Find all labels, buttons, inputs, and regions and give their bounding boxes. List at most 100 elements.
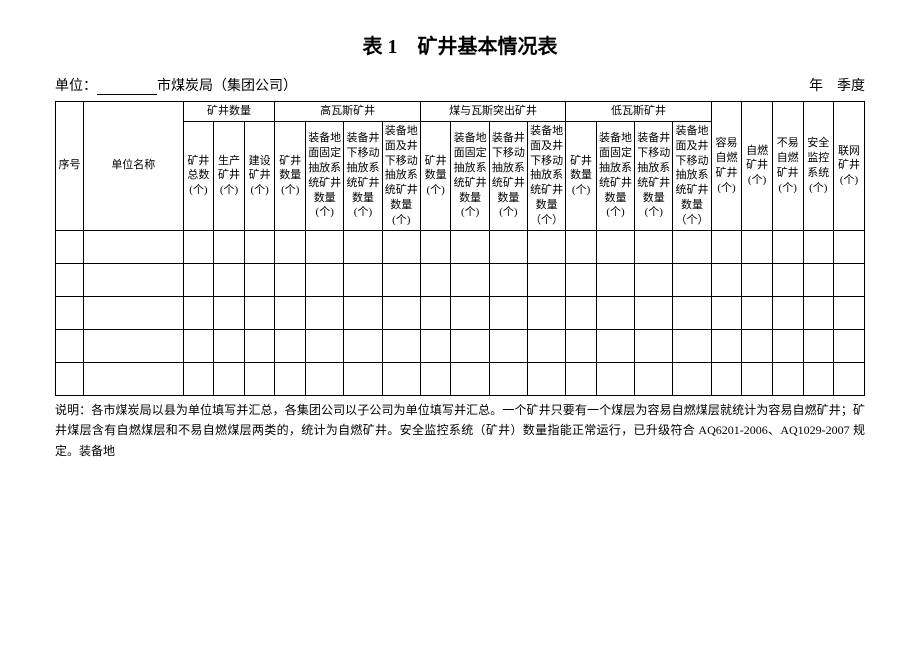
table-cell bbox=[834, 230, 865, 263]
table-cell bbox=[742, 230, 773, 263]
table-cell bbox=[275, 296, 306, 329]
table-cell bbox=[344, 263, 382, 296]
table-cell bbox=[635, 263, 673, 296]
table-cell bbox=[834, 329, 865, 362]
th-grp-outburst: 煤与瓦斯突出矿井 bbox=[420, 102, 565, 122]
unit-blank bbox=[97, 94, 157, 95]
table-cell bbox=[803, 296, 834, 329]
table-cell bbox=[382, 362, 420, 395]
th-count-prod: 生产矿井(个) bbox=[214, 121, 245, 230]
table-cell bbox=[566, 230, 597, 263]
th-lg-undermove: 装备井下移动抽放系统矿井数量(个) bbox=[635, 121, 673, 230]
table-row bbox=[56, 263, 865, 296]
table-cell bbox=[489, 296, 527, 329]
table-cell bbox=[344, 362, 382, 395]
table-cell bbox=[528, 296, 566, 329]
table-cell bbox=[635, 230, 673, 263]
table-cell bbox=[183, 263, 214, 296]
table-cell bbox=[673, 296, 711, 329]
table-cell bbox=[56, 230, 84, 263]
table-cell bbox=[711, 230, 742, 263]
table-cell bbox=[382, 296, 420, 329]
table-cell bbox=[451, 263, 489, 296]
th-fire-self: 自燃矿井(个) bbox=[742, 102, 773, 231]
table-cell bbox=[84, 263, 184, 296]
th-hg-fixed: 装备地面固定抽放系统矿井数量(个) bbox=[306, 121, 344, 230]
table-cell bbox=[742, 263, 773, 296]
table-cell bbox=[772, 263, 803, 296]
table-cell bbox=[420, 362, 451, 395]
table-cell bbox=[834, 362, 865, 395]
table-cell bbox=[451, 362, 489, 395]
table-cell bbox=[183, 296, 214, 329]
th-hg-qty: 矿井数量(个) bbox=[275, 121, 306, 230]
table-cell bbox=[489, 362, 527, 395]
table-cell bbox=[489, 230, 527, 263]
table-cell bbox=[306, 296, 344, 329]
table-cell bbox=[56, 296, 84, 329]
th-seq: 序号 bbox=[56, 102, 84, 231]
table-cell bbox=[214, 329, 245, 362]
th-fire-noteasy: 不易自燃矿井(个) bbox=[772, 102, 803, 231]
th-unit-name: 单位名称 bbox=[84, 102, 184, 231]
table-cell bbox=[56, 329, 84, 362]
th-ob-fixed: 装备地面固定抽放系统矿井数量(个) bbox=[451, 121, 489, 230]
table-cell bbox=[596, 296, 634, 329]
th-hg-both: 装备地面及井下移动抽放系统矿井数量(个) bbox=[382, 121, 420, 230]
table-cell bbox=[772, 296, 803, 329]
table-cell bbox=[566, 296, 597, 329]
unit-suffix: 市煤炭局（集团公司） bbox=[157, 79, 297, 94]
table-cell bbox=[244, 263, 275, 296]
table-cell bbox=[711, 263, 742, 296]
table-cell bbox=[528, 362, 566, 395]
table-cell bbox=[673, 362, 711, 395]
table-cell bbox=[673, 329, 711, 362]
table-cell bbox=[214, 263, 245, 296]
table-cell bbox=[275, 362, 306, 395]
table-cell bbox=[382, 329, 420, 362]
table-cell bbox=[306, 263, 344, 296]
table-row bbox=[56, 329, 865, 362]
th-ob-undermove: 装备井下移动抽放系统矿井数量(个) bbox=[489, 121, 527, 230]
th-lg-qty: 矿井数量(个) bbox=[566, 121, 597, 230]
table-cell bbox=[183, 362, 214, 395]
table-cell bbox=[803, 230, 834, 263]
table-cell bbox=[711, 296, 742, 329]
th-count-build: 建设矿井(个) bbox=[244, 121, 275, 230]
table-cell bbox=[306, 230, 344, 263]
th-ob-qty: 矿井数量(个) bbox=[420, 121, 451, 230]
unit-prefix: 单位： bbox=[55, 79, 97, 94]
table-cell bbox=[244, 296, 275, 329]
th-grp-highgas: 高瓦斯矿井 bbox=[275, 102, 420, 122]
table-cell bbox=[84, 329, 184, 362]
th-grp-count: 矿井数量 bbox=[183, 102, 275, 122]
th-lg-both: 装备地面及井下移动抽放系统矿井数量（个） bbox=[673, 121, 711, 230]
table-body bbox=[56, 230, 865, 395]
table-cell bbox=[420, 230, 451, 263]
table-cell bbox=[244, 329, 275, 362]
table-row bbox=[56, 230, 865, 263]
table-cell bbox=[344, 230, 382, 263]
table-cell bbox=[596, 362, 634, 395]
table-cell bbox=[673, 230, 711, 263]
th-hg-undermove: 装备井下移动抽放系统矿井数量(个) bbox=[344, 121, 382, 230]
table-cell bbox=[451, 329, 489, 362]
table-cell bbox=[635, 329, 673, 362]
th-network: 联网矿井(个) bbox=[834, 102, 865, 231]
table-cell bbox=[214, 362, 245, 395]
table-cell bbox=[566, 362, 597, 395]
table-cell bbox=[489, 329, 527, 362]
table-cell bbox=[834, 296, 865, 329]
table-cell bbox=[84, 296, 184, 329]
table-cell bbox=[742, 329, 773, 362]
table-cell bbox=[635, 362, 673, 395]
table-cell bbox=[275, 263, 306, 296]
table-cell bbox=[420, 329, 451, 362]
table-cell bbox=[803, 362, 834, 395]
th-fire-easy: 容易自燃矿井(个) bbox=[711, 102, 742, 231]
table-cell bbox=[673, 263, 711, 296]
table-cell bbox=[566, 263, 597, 296]
table-cell bbox=[344, 296, 382, 329]
th-count-total: 矿井总数(个) bbox=[183, 121, 214, 230]
table-cell bbox=[382, 230, 420, 263]
